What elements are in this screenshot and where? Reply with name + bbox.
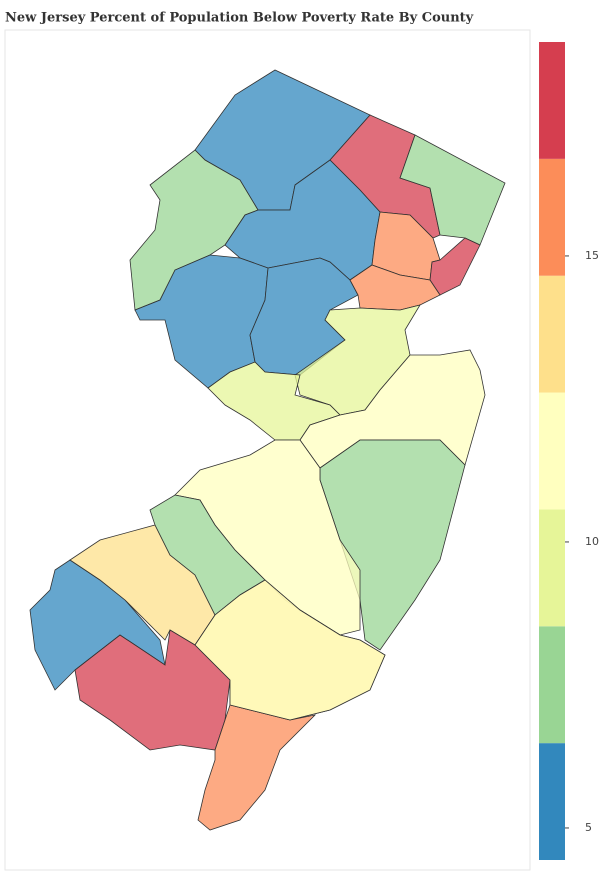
county (207, 361, 341, 441)
chart-title: New Jersey Percent of Population Below P… (5, 11, 474, 26)
colorbar-tick-label: 5 (585, 821, 592, 834)
colorbar-band (539, 509, 565, 627)
county (349, 264, 441, 311)
county (194, 579, 386, 721)
colorbar-band (539, 626, 565, 744)
colorbar-band (539, 42, 565, 159)
colorbar-band (539, 158, 565, 276)
colorbar-band (539, 275, 565, 393)
colorbar-band (539, 392, 565, 510)
county (399, 134, 506, 246)
colorbar-band (539, 743, 565, 860)
colorbar-tick-label: 15 (585, 249, 599, 262)
county (429, 237, 481, 296)
map-frame (4, 29, 531, 871)
colorbar-tick-label: 10 (585, 535, 599, 548)
